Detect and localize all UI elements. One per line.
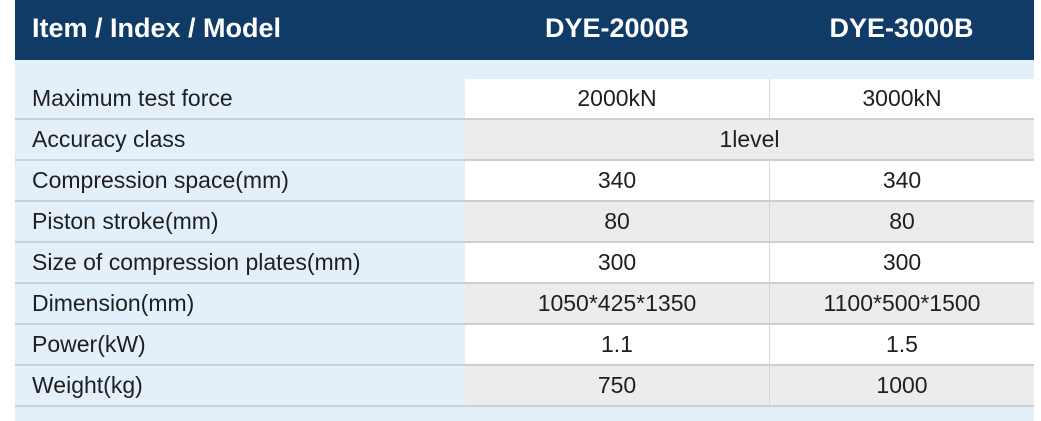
value-dye-3000b: 1000 <box>769 366 1034 405</box>
row-divider <box>15 364 1034 366</box>
value-dye-2000b: 1.1 <box>465 325 769 364</box>
value-dye-3000b: 1.5 <box>769 325 1034 364</box>
value-dye-3000b: 3000kN <box>769 79 1034 118</box>
row-divider <box>15 200 1034 202</box>
row-label: Size of compression plates(mm) <box>15 243 465 282</box>
value-dye-2000b: 340 <box>465 161 769 200</box>
row-compression-space: Compression space(mm) 340 340 <box>15 161 1034 200</box>
row-accuracy-class: Accuracy class 1level <box>15 120 1034 159</box>
row-maximum-test-force: Maximum test force 2000kN 3000kN <box>15 79 1034 118</box>
row-divider <box>15 118 1034 120</box>
row-divider <box>15 159 1034 161</box>
row-label: Maximum test force <box>15 79 465 118</box>
value-dye-2000b: 300 <box>465 243 769 282</box>
row-size-of-compression-plates: Size of compression plates(mm) 300 300 <box>15 243 1034 282</box>
row-label: Dimension(mm) <box>15 284 465 323</box>
row-divider <box>15 282 1034 284</box>
row-piston-stroke: Piston stroke(mm) 80 80 <box>15 202 1034 241</box>
row-label: Accuracy class <box>15 120 465 159</box>
value-dye-3000b: 340 <box>769 161 1034 200</box>
row-label: Weight(kg) <box>15 366 465 405</box>
header-model-dye-2000b: DYE-2000B <box>544 13 690 43</box>
row-divider <box>15 241 1034 243</box>
row-power: Power(kW) 1.1 1.5 <box>15 325 1034 364</box>
header-model-dye-3000b: DYE-3000B <box>829 13 974 43</box>
table-header: Item / Index / Model DYE-2000B DYE-3000B <box>15 0 1034 60</box>
value-dye-3000b: 1100*500*1500 <box>769 284 1034 323</box>
value-dye-2000b: 80 <box>465 202 769 241</box>
value-dye-2000b: 1050*425*1350 <box>465 284 769 323</box>
header-label: Item / Index / Model <box>32 13 282 43</box>
value-dye-3000b: 300 <box>769 243 1034 282</box>
row-label: Piston stroke(mm) <box>15 202 465 241</box>
row-divider <box>15 323 1034 325</box>
row-label: Compression space(mm) <box>15 161 465 200</box>
row-weight: Weight(kg) 750 1000 <box>15 366 1034 405</box>
value-dye-2000b: 2000kN <box>465 79 769 118</box>
value-merged: 1level <box>465 120 1034 159</box>
value-dye-3000b: 80 <box>769 202 1034 241</box>
row-divider <box>15 405 1034 407</box>
row-label: Power(kW) <box>15 325 465 364</box>
row-dimension: Dimension(mm) 1050*425*1350 1100*500*150… <box>15 284 1034 323</box>
value-dye-2000b: 750 <box>465 366 769 405</box>
